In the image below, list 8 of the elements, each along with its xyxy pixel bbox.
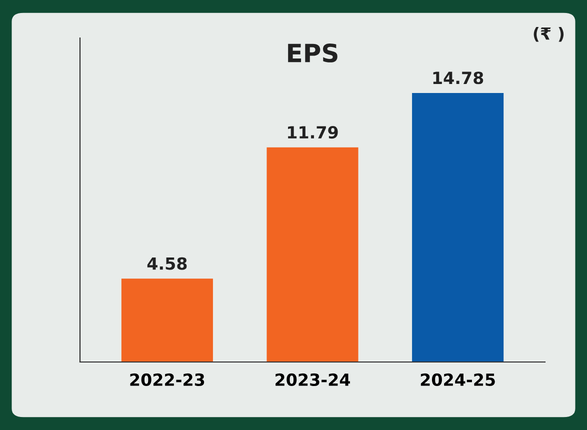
data-label: 14.78 [433, 72, 484, 84]
data-label: 4.58 [147, 257, 187, 270]
x-tick-label: 2023-24 [276, 373, 350, 386]
x-tick-label: 2022-23 [130, 373, 204, 386]
annotation: (₹ ) [534, 26, 564, 42]
chart-title: EPS [288, 44, 338, 62]
x-tick-label: 2024-25 [420, 373, 495, 386]
data-label: 11.79 [288, 126, 338, 139]
